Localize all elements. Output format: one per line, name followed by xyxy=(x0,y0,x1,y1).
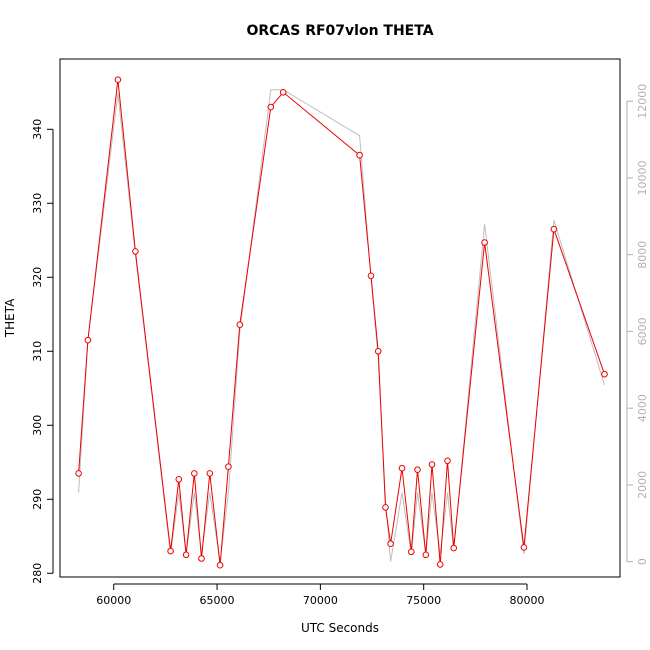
y-tick-label-left: 340 xyxy=(31,119,44,140)
y-tick-label-left: 310 xyxy=(31,341,44,362)
y-tick-label-left: 330 xyxy=(31,193,44,214)
data-point xyxy=(267,103,275,111)
series-red xyxy=(75,76,608,569)
data-point xyxy=(408,548,415,556)
x-tick-label: 60000 xyxy=(96,594,131,607)
data-point xyxy=(601,370,608,378)
plot-frame xyxy=(59,58,621,578)
data-point xyxy=(191,470,198,477)
red-series-line xyxy=(78,79,605,566)
x-tick-label: 80000 xyxy=(510,594,545,607)
data-point xyxy=(414,466,421,474)
series-grey xyxy=(78,89,605,562)
y-tick-label-right: 4000 xyxy=(636,394,649,422)
x-axis-label: UTC Seconds xyxy=(301,621,379,635)
data-point xyxy=(450,544,458,552)
y-tick-label-right: 8000 xyxy=(636,241,649,269)
chart-title: ORCAS RF07vlon THETA xyxy=(246,23,433,39)
data-point xyxy=(428,461,436,468)
y-tick-label-left: 300 xyxy=(31,415,44,436)
data-point xyxy=(132,248,139,255)
y-tick-label-right: 12000 xyxy=(636,84,649,119)
data-point xyxy=(550,225,558,233)
x-tick-label: 65000 xyxy=(200,594,235,607)
data-point xyxy=(216,561,224,569)
data-point xyxy=(444,457,451,465)
x-tick-label: 75000 xyxy=(406,594,441,607)
data-point xyxy=(236,321,244,329)
y-axis-label: THETA xyxy=(3,298,17,338)
data-point xyxy=(84,336,92,344)
data-point xyxy=(382,504,389,511)
x-tick-label: 70000 xyxy=(303,594,338,607)
data-point xyxy=(114,76,122,83)
grey-series-line xyxy=(78,89,605,562)
data-point xyxy=(422,551,430,559)
data-point xyxy=(520,544,528,551)
data-point xyxy=(356,151,363,159)
y-axis-right: 0 2000 4000 6000 8000 10000 12000 xyxy=(626,84,649,565)
y-tick-label-right: 0 xyxy=(636,558,649,565)
x-axis: 60000 65000 70000 75000 80000 xyxy=(96,583,545,607)
data-point xyxy=(387,540,394,548)
data-point xyxy=(175,476,183,483)
y-tick-label-right: 10000 xyxy=(636,160,649,195)
data-point xyxy=(367,272,375,280)
data-point xyxy=(198,555,205,562)
data-point xyxy=(75,470,82,477)
data-point xyxy=(436,561,444,568)
data-point xyxy=(374,348,382,355)
data-point xyxy=(206,470,214,477)
data-point xyxy=(398,464,406,472)
y-tick-label-right: 6000 xyxy=(636,317,649,345)
y-tick-label-left: 320 xyxy=(31,267,44,288)
y-tick-label-right: 2000 xyxy=(636,471,649,499)
y-axis-left: 280 290 300 310 320 330 340 xyxy=(31,119,54,584)
y-tick-label-left: 280 xyxy=(31,563,44,584)
data-point xyxy=(279,89,287,96)
data-point xyxy=(481,239,488,246)
data-point xyxy=(182,551,190,559)
y-tick-label-left: 290 xyxy=(31,489,44,510)
data-point xyxy=(225,463,232,471)
data-point xyxy=(167,547,174,555)
